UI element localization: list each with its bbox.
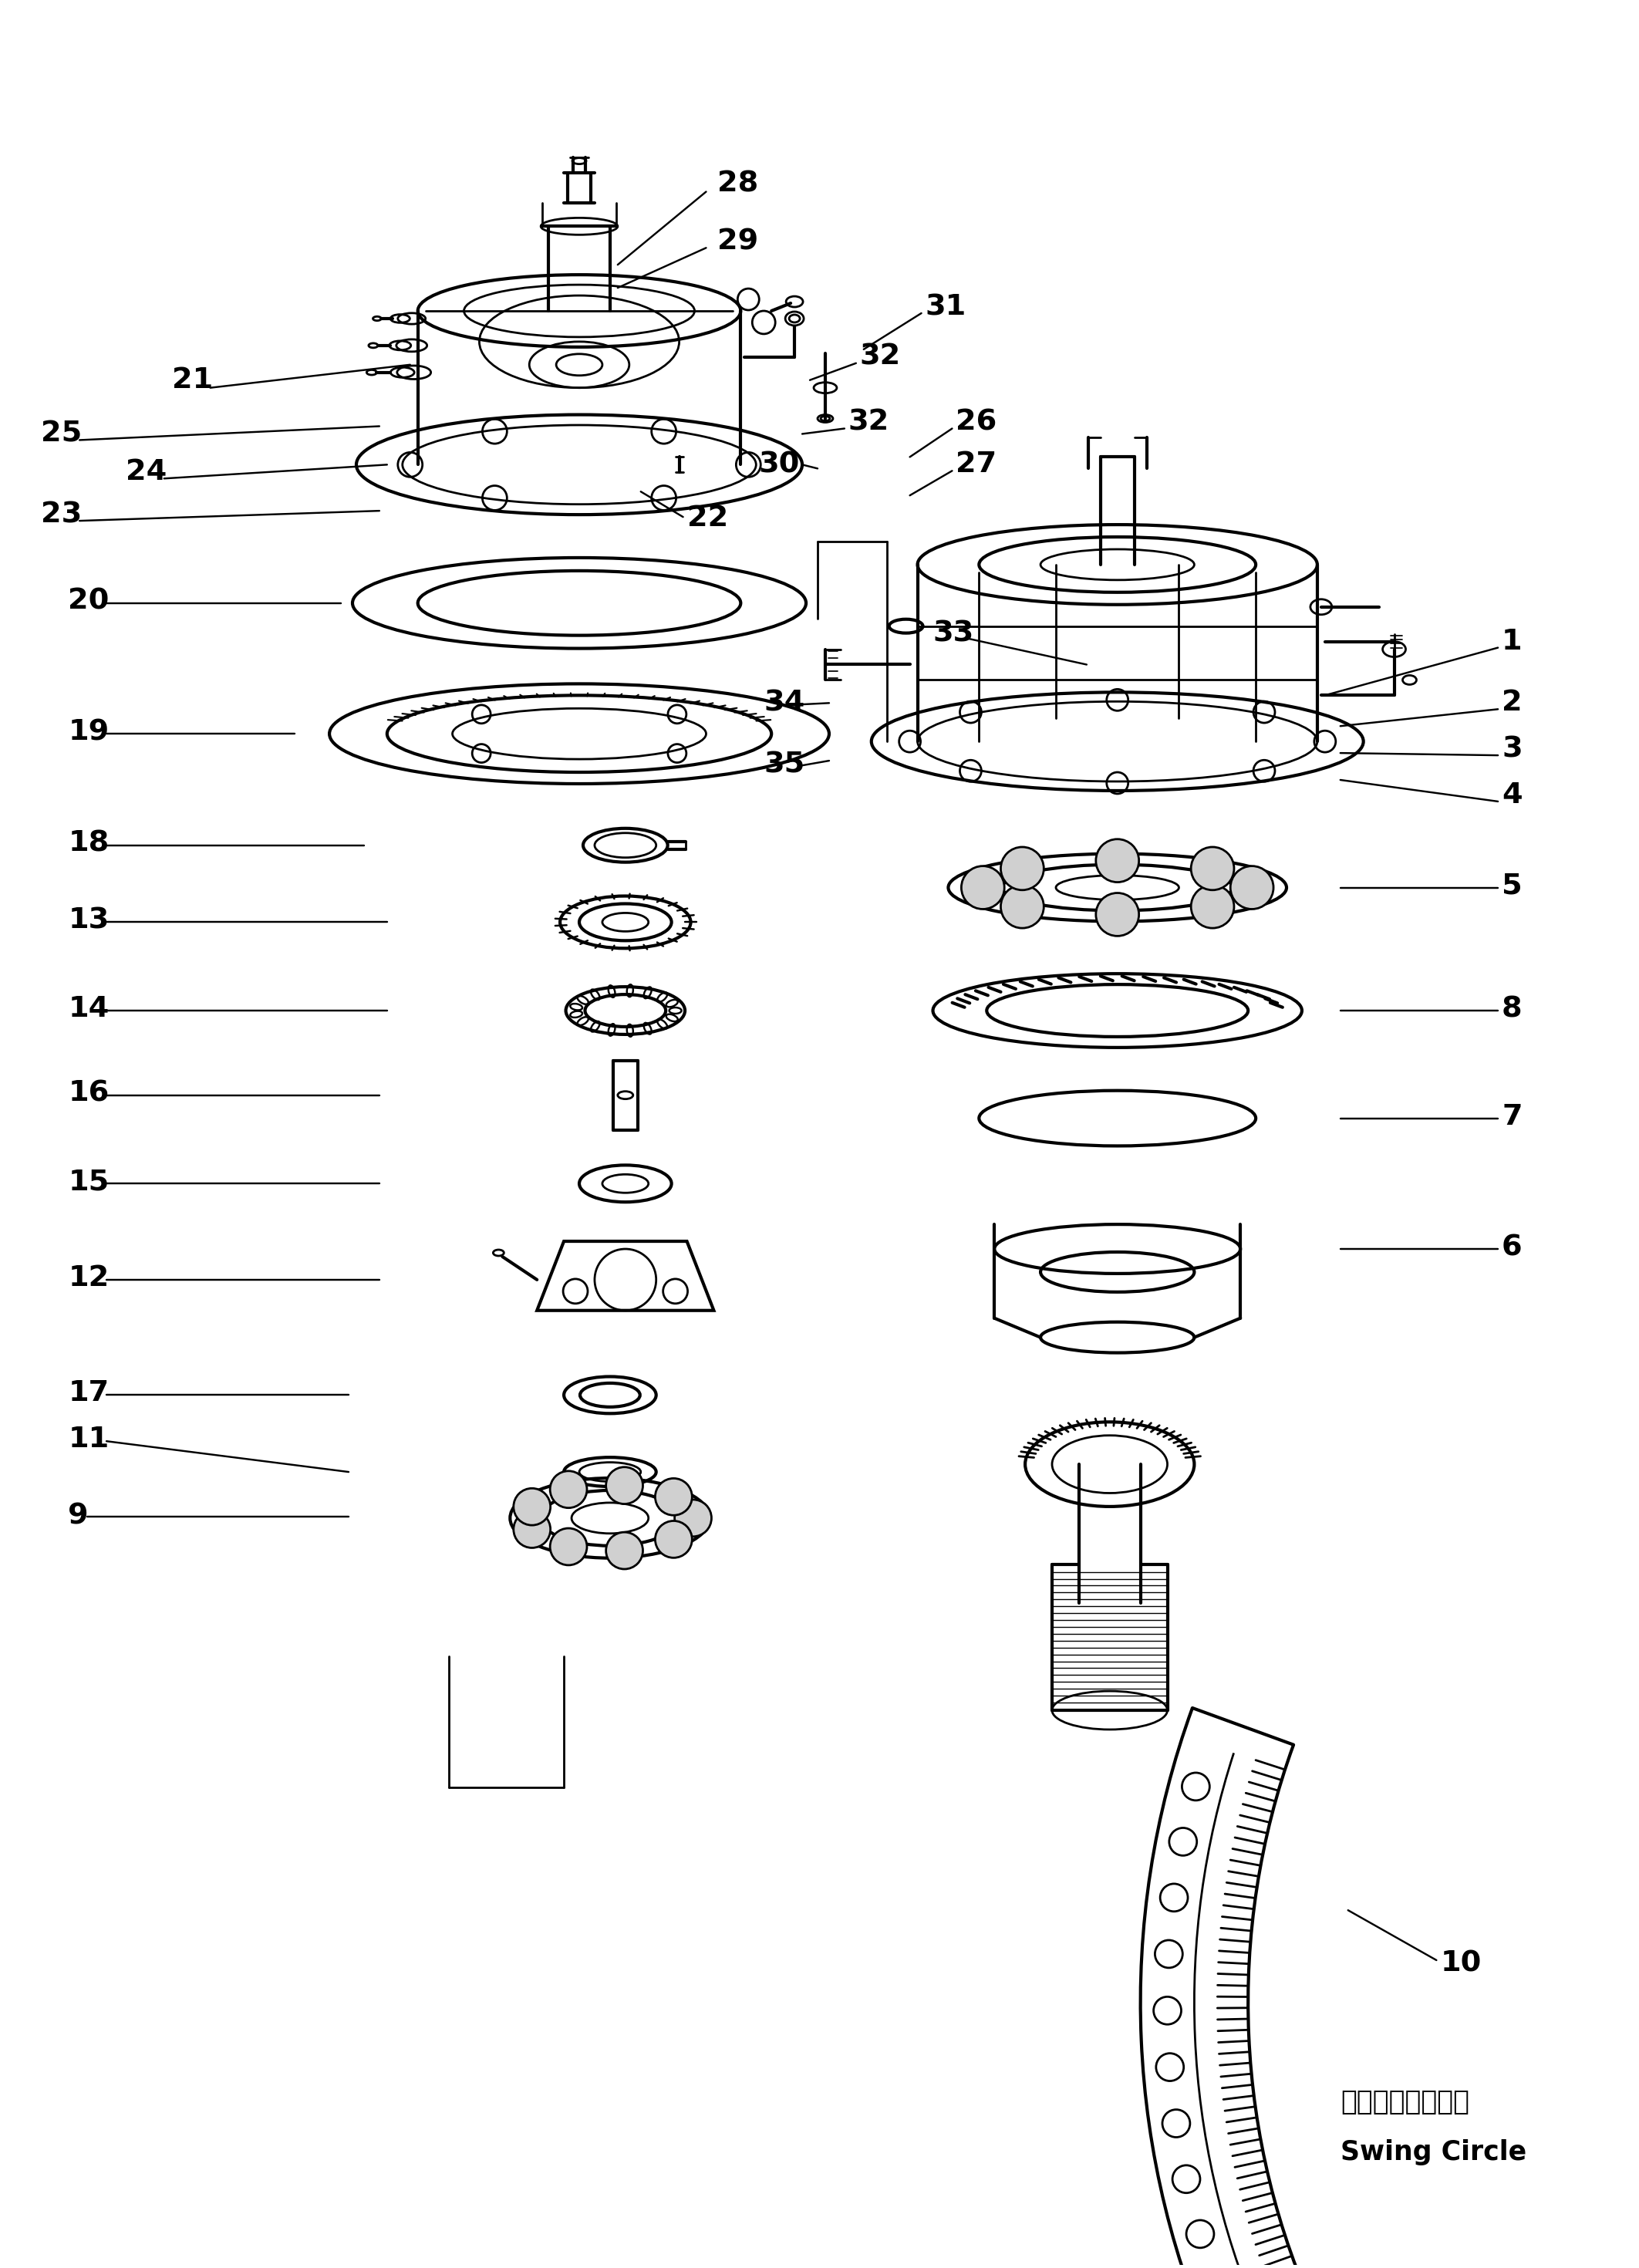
Text: 33: 33 [933,619,974,649]
Text: 7: 7 [1501,1102,1523,1129]
Text: 10: 10 [1441,1950,1482,1978]
Text: 25: 25 [41,420,82,447]
Text: 32: 32 [849,408,890,435]
Text: スイングサークル: スイングサークル [1341,2089,1469,2116]
Circle shape [606,1533,642,1569]
Circle shape [513,1510,551,1547]
Circle shape [551,1529,587,1565]
Text: 5: 5 [1501,873,1523,900]
Text: 8: 8 [1501,996,1523,1023]
Text: 31: 31 [924,293,967,322]
Text: 6: 6 [1501,1234,1523,1261]
Text: 11: 11 [69,1427,110,1454]
Text: 22: 22 [687,503,728,533]
Circle shape [675,1499,711,1535]
Circle shape [1001,846,1044,889]
Text: 18: 18 [69,830,110,857]
Circle shape [1096,894,1139,937]
Text: 2: 2 [1501,689,1523,717]
Text: 21: 21 [172,365,213,395]
Circle shape [1096,839,1139,882]
Text: 4: 4 [1501,782,1523,810]
Circle shape [1192,885,1234,928]
Circle shape [1001,885,1044,928]
Circle shape [1231,866,1274,909]
Text: 17: 17 [69,1379,110,1408]
Text: 32: 32 [860,342,901,372]
Circle shape [656,1479,692,1515]
Ellipse shape [418,572,741,635]
Ellipse shape [352,558,806,649]
Text: 27: 27 [956,451,997,479]
Text: 12: 12 [69,1263,110,1293]
Circle shape [606,1467,642,1504]
Text: 30: 30 [759,451,800,479]
Text: 34: 34 [764,689,805,717]
Text: 15: 15 [69,1168,110,1195]
Text: 35: 35 [764,751,805,778]
Text: 9: 9 [69,1504,89,1531]
Circle shape [1192,846,1234,889]
Text: 28: 28 [718,170,759,197]
Text: 26: 26 [956,408,997,435]
Text: 3: 3 [1501,735,1523,762]
Text: 29: 29 [718,227,759,256]
Text: 19: 19 [69,719,110,746]
Text: 16: 16 [69,1080,110,1107]
Text: 1: 1 [1501,628,1523,655]
Text: 23: 23 [41,501,82,528]
Circle shape [551,1472,587,1508]
Text: Swing Circle: Swing Circle [1341,2139,1526,2166]
Circle shape [513,1488,551,1524]
Text: 24: 24 [126,458,167,485]
Text: 20: 20 [69,587,110,615]
Text: 13: 13 [69,907,110,934]
Text: 14: 14 [69,996,110,1023]
Circle shape [962,866,1005,909]
Circle shape [656,1522,692,1558]
